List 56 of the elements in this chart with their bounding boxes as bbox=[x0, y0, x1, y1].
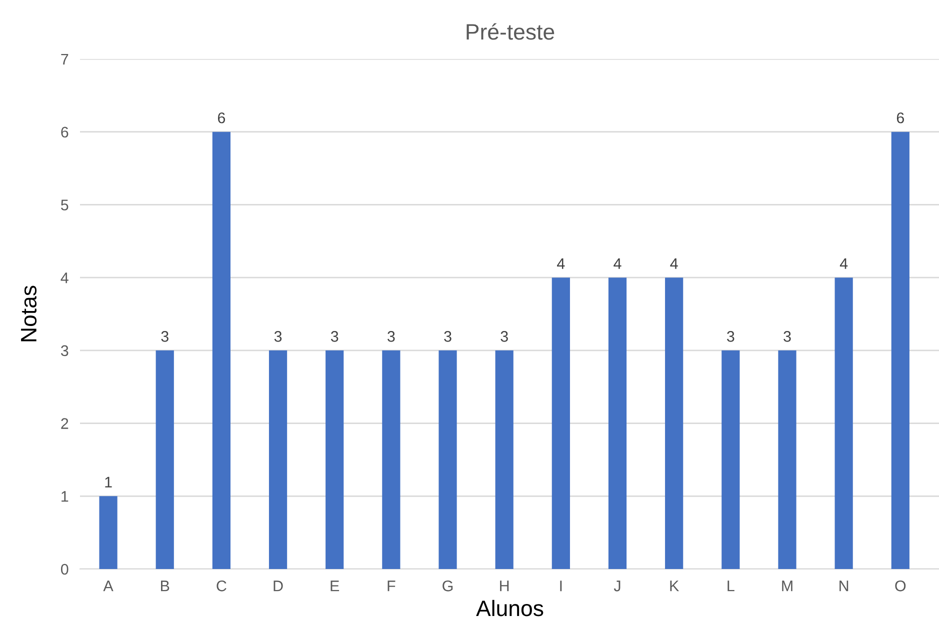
y-tick-label: 6 bbox=[61, 126, 68, 138]
data-label: 4 bbox=[614, 258, 622, 269]
x-tick-label: I bbox=[560, 580, 562, 592]
y-tick-label: 7 bbox=[61, 54, 68, 65]
x-tick-label: N bbox=[840, 580, 848, 592]
data-label: 3 bbox=[274, 331, 282, 342]
x-tick-label: A bbox=[103, 580, 114, 592]
x-tick-label: E bbox=[330, 580, 340, 592]
y-tick-label: 2 bbox=[61, 418, 68, 429]
data-label: 6 bbox=[218, 112, 226, 124]
bar bbox=[778, 350, 796, 569]
data-label: 3 bbox=[161, 331, 168, 342]
y-tick-label: 4 bbox=[60, 272, 68, 284]
x-tick-label: F bbox=[388, 580, 396, 592]
chart-title: Pré-teste bbox=[466, 23, 554, 40]
bar bbox=[99, 496, 118, 569]
bar bbox=[665, 278, 684, 569]
x-tick-label: O bbox=[895, 580, 906, 592]
x-tick-label: K bbox=[670, 580, 679, 592]
bar bbox=[608, 278, 627, 569]
x-tick-label: H bbox=[500, 580, 509, 592]
x-tick-label: B bbox=[161, 580, 170, 592]
bar bbox=[326, 350, 344, 569]
x-tick-label: L bbox=[728, 580, 734, 592]
bar bbox=[891, 132, 910, 569]
data-label: 4 bbox=[670, 258, 678, 269]
bar bbox=[722, 350, 740, 569]
bar bbox=[834, 278, 853, 569]
x-tick-label: D bbox=[274, 580, 283, 592]
y-tick-label: 3 bbox=[60, 345, 68, 356]
data-label: 4 bbox=[840, 258, 848, 269]
data-label: 3 bbox=[444, 331, 452, 342]
bar bbox=[552, 278, 570, 569]
x-tick-label: G bbox=[442, 580, 453, 592]
bar bbox=[212, 132, 230, 569]
x-axis-title: Alunos bbox=[476, 600, 544, 616]
bar bbox=[156, 350, 174, 569]
data-label: 3 bbox=[500, 331, 508, 342]
bar bbox=[382, 350, 400, 569]
bar bbox=[268, 350, 288, 569]
data-label: 3 bbox=[388, 331, 395, 342]
data-label: 1 bbox=[105, 476, 112, 488]
data-label: 3 bbox=[784, 331, 791, 342]
x-tick-label: J bbox=[614, 580, 620, 592]
x-tick-label: M bbox=[782, 580, 792, 592]
bar bbox=[495, 350, 514, 569]
y-tick-label: 5 bbox=[61, 200, 68, 210]
data-label: 3 bbox=[726, 331, 734, 342]
y-tick-label: 1 bbox=[62, 491, 68, 502]
data-label: 6 bbox=[896, 112, 904, 124]
bar bbox=[438, 350, 457, 569]
y-axis-title: Notas bbox=[21, 286, 37, 342]
x-tick-label: C bbox=[216, 580, 226, 592]
data-label: 4 bbox=[557, 258, 565, 269]
data-label: 3 bbox=[330, 331, 338, 342]
y-tick-label: 0 bbox=[60, 564, 68, 575]
